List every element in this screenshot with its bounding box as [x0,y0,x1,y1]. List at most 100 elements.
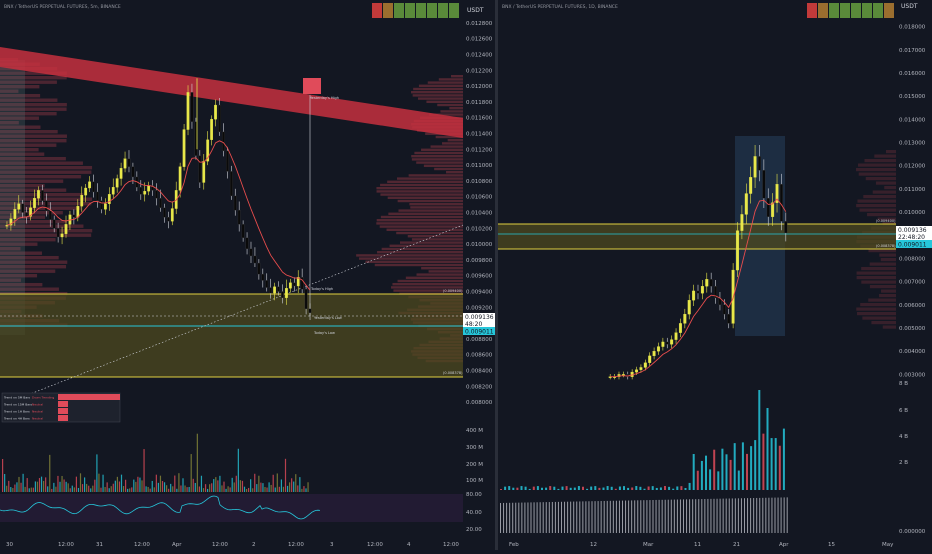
panel-divider[interactable] [495,0,498,550]
left-volume-bar [225,488,227,492]
right-toolbar-swatches[interactable] [807,3,894,18]
left-volume-bar [266,487,268,492]
right-candle-body [643,362,647,368]
r-swatch-green-5[interactable] [873,3,883,18]
left-volume-bar [43,480,45,492]
right-time-tick: Mar [643,542,654,548]
right-candle-body [709,279,713,287]
session-profile-row [0,238,56,242]
visible-profile-row [380,193,463,196]
left-candle-body [245,237,249,249]
right-osc-bar [600,501,602,533]
left-volume-bar [284,458,287,492]
left-volume-bar [112,483,114,492]
swatch-green-4[interactable] [427,3,437,18]
right-volume-bar [676,486,679,490]
right-volume-bar [778,445,781,490]
left-toolbar-swatches[interactable] [372,3,459,18]
left-price-axis[interactable]: 0.012800 0.012600 0.012400 0.012200 0.012000… [466,21,493,533]
left-volume-bar [133,479,135,492]
left-volume-bar [305,488,307,492]
r-swatch-amber-2[interactable] [884,3,894,18]
right-profile-row [877,217,896,221]
right-volume-bar [668,486,671,490]
left-chart-panel[interactable]: BNX / TetherUS PERPETUAL FUTURES, 5m, BI… [0,3,495,548]
visible-profile-row [380,183,463,187]
right-volume-bar [586,488,589,490]
swatch-green-2[interactable] [405,3,415,18]
left-candle-body [155,190,158,199]
left-volume-bar [198,486,200,492]
right-osc-bar [579,501,581,533]
r-swatch-green-4[interactable] [862,3,872,18]
session-profile-row [0,71,67,75]
left-volume-bar [180,485,182,492]
right-chart-panel[interactable]: BNX / TetherUS PERPETUAL FUTURES, 1D, BI… [498,3,932,548]
right-candle-body [687,300,691,315]
high-marker-box[interactable] [303,78,321,94]
left-volume-bar [145,486,147,492]
left-candle-body [44,200,48,212]
right-volume-bar [643,488,646,490]
left-candle-body [273,286,276,294]
left-candle-body [285,288,288,298]
swatch-green-5[interactable] [438,3,448,18]
left-volume-tick: 100 M [466,478,483,484]
swatch-green-6[interactable] [449,3,459,18]
left-rsi-tick: 40.00 [466,510,482,516]
visible-profile-row [376,219,463,222]
left-time-tick: 2 [252,542,256,548]
left-time-tick: 3 [330,542,334,548]
visible-profile-row [440,110,463,113]
right-osc-bar [707,498,709,533]
r-swatch-green-3[interactable] [851,3,861,18]
left-price-tag-teal [463,327,495,335]
right-profile-row [867,213,896,217]
right-osc-bar [527,502,529,533]
swatch-amber[interactable] [383,3,393,18]
right-price-axis[interactable]: 0.018000 0.017000 0.016000 0.015000 0.014000… [899,25,926,535]
right-osc-bar [646,500,648,533]
r-swatch-amber[interactable] [818,3,828,18]
session-profile-row [0,260,68,264]
left-volume-bar [155,474,157,492]
right-osc-bar [597,501,599,533]
r-swatch-green[interactable] [829,3,839,18]
support-zone[interactable] [0,294,463,377]
swatch-red[interactable] [372,3,382,18]
right-support-zone[interactable] [498,224,896,249]
session-profile-row [0,179,64,183]
left-volume-bar [159,475,162,492]
swatch-green[interactable] [394,3,404,18]
resistance-channel[interactable] [0,47,463,138]
left-candle-body [304,288,308,310]
right-profile-row [858,163,896,167]
session-profile-row [0,139,67,143]
left-candle-body [41,190,44,201]
left-candle-body [178,166,182,191]
r-swatch-green-2[interactable] [840,3,850,18]
left-volume-bar [297,485,299,492]
right-price-tag-teal [896,240,932,248]
left-volume-bar [127,488,129,492]
swatch-green-3[interactable] [416,3,426,18]
left-volume-bar [30,487,32,492]
right-volume-bar [758,390,761,490]
r-swatch-red[interactable] [807,3,817,18]
right-time-axis[interactable]: Feb 12 Mar 11 21 Apr 15 May [509,542,894,548]
right-price-tick: 0.011000 [899,187,926,193]
left-price-tick: 0.010000 [466,242,493,248]
left-candle-body [17,203,21,210]
left-volume-tick: 400 M [466,428,483,434]
trend-line[interactable] [24,224,464,397]
right-profile-row [869,262,896,266]
left-time-axis[interactable]: 30 12:00 31 12:00 Apr 12:00 2 12:00 3 12:00 4 12:00 [6,542,459,548]
right-price-tick: 0.016000 [899,71,926,77]
visible-profile-row [449,107,463,110]
right-volume-bar [774,438,777,490]
left-volume-bar [192,478,194,492]
left-volume-bar [176,488,178,492]
left-volume-bar [108,488,110,492]
visible-profile-row [407,235,463,238]
